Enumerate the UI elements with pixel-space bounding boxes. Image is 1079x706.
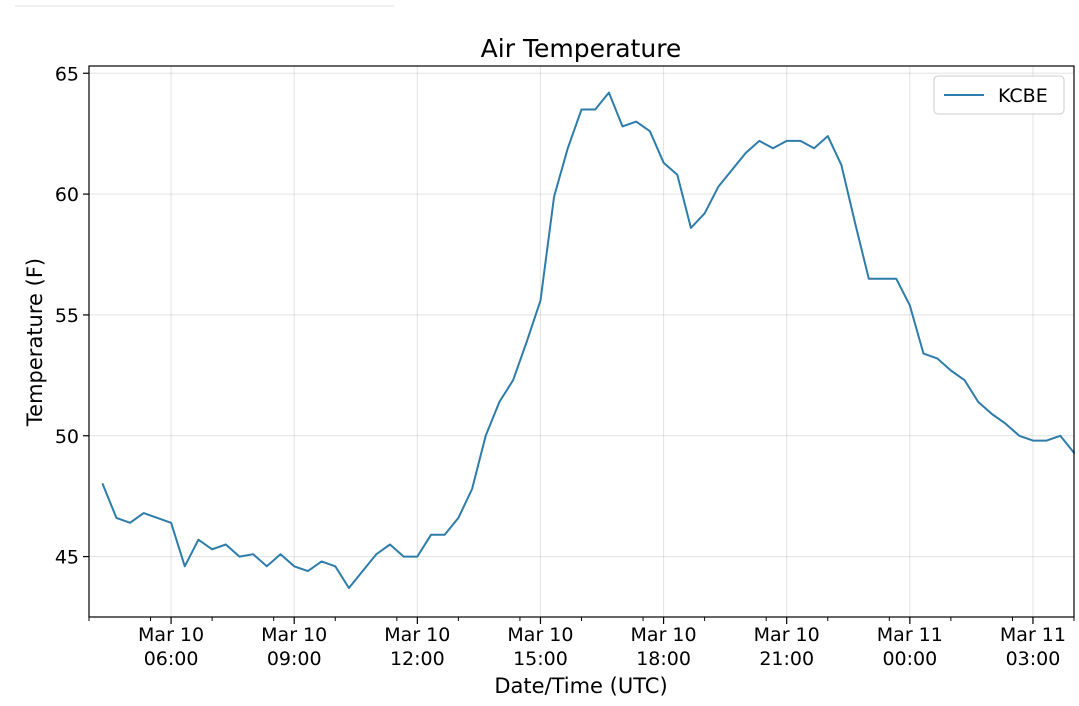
x-tick-label-date: Mar 10 xyxy=(384,624,450,646)
x-tick-label-time: 21:00 xyxy=(759,648,814,670)
x-axis-label: Date/Time (UTC) xyxy=(494,674,667,698)
x-tick-label-date: Mar 10 xyxy=(631,624,697,646)
x-tick-label-time: 03:00 xyxy=(1006,648,1061,670)
x-tick-label-time: 18:00 xyxy=(636,648,691,670)
series-layer xyxy=(101,91,1075,589)
y-axis-ticks: 45 50 55 60 65 xyxy=(55,63,89,569)
y-axis-label: Temperature (F) xyxy=(23,258,47,427)
y-tick-label: 45 xyxy=(55,547,79,569)
x-tick-label-time: 12:00 xyxy=(390,648,445,670)
y-tick-label: 60 xyxy=(55,184,79,206)
x-tick-label-date: Mar 10 xyxy=(754,624,820,646)
x-tick-label-date: Mar 10 xyxy=(261,624,327,646)
legend: KCBE xyxy=(933,75,1065,115)
x-tick-label-time: 09:00 xyxy=(267,648,322,670)
chart-title: Air Temperature xyxy=(481,34,682,63)
series-line-kcbe xyxy=(101,91,1075,589)
x-tick-label-date: Mar 11 xyxy=(877,624,943,646)
x-tick-label-time: 06:00 xyxy=(144,648,199,670)
x-tick-label-date: Mar 11 xyxy=(1000,624,1066,646)
y-tick-label: 65 xyxy=(55,63,79,85)
legend-label-kcbe: KCBE xyxy=(998,85,1048,107)
grid-lines xyxy=(89,66,1074,617)
x-tick-label-date: Mar 10 xyxy=(138,624,204,646)
y-tick-label: 50 xyxy=(55,426,79,448)
x-tick-label-time: 00:00 xyxy=(882,648,937,670)
legend-box xyxy=(933,75,1065,115)
x-tick-label-time: 15:00 xyxy=(513,648,568,670)
y-tick-label: 55 xyxy=(55,305,79,327)
x-tick-label-date: Mar 10 xyxy=(507,624,573,646)
plot-area-frame xyxy=(88,65,1075,618)
